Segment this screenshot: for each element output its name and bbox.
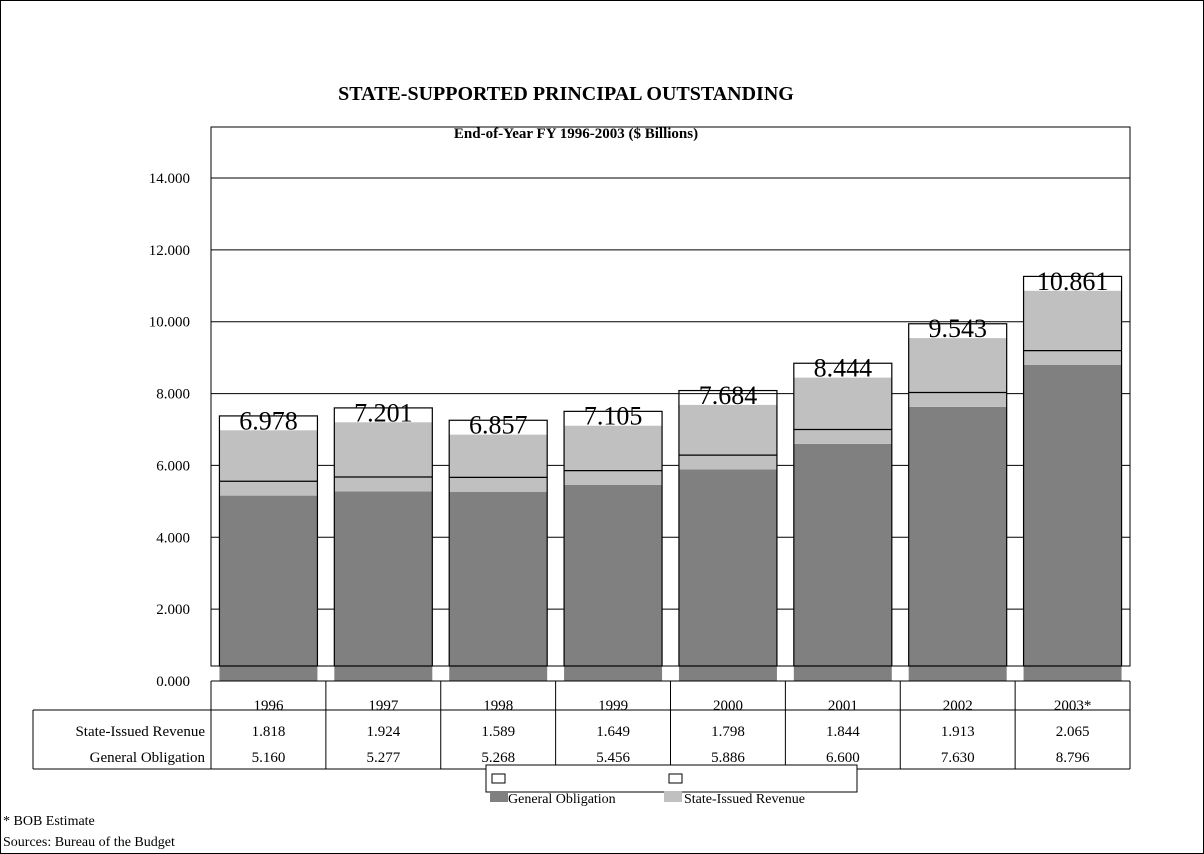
bars [218, 275, 1123, 681]
y-tick-label: 0.000 [156, 674, 190, 690]
bar-state-issued-revenue [219, 430, 318, 496]
bar-general-obligation [449, 491, 548, 681]
bar-general-obligation [219, 495, 318, 681]
bar-general-obligation [334, 491, 433, 681]
total-value-label: 9.543 [928, 314, 987, 343]
bar-state-issued-revenue [678, 404, 777, 470]
table-cell: 5.268 [481, 750, 515, 766]
bar-outline [333, 407, 433, 667]
total-value-label: 7.684 [699, 381, 758, 410]
bar-outline [218, 415, 319, 667]
total-labels: 6.978 7.201 6.857 7.105 7.684 8.444 9.543 10.86… [239, 267, 1108, 440]
bar-outline [678, 389, 778, 667]
y-tick-label: 8.000 [156, 387, 190, 403]
chart-title: STATE-SUPPORTED PRINCIPAL OUTSTANDING [338, 83, 794, 105]
bar-general-obligation [793, 443, 892, 681]
legend-marker-empty [668, 773, 683, 784]
y-tick-label: 10.000 [149, 315, 190, 331]
total-value-label: 6.978 [239, 406, 298, 435]
table-row-label: State-Issued Revenue [75, 724, 205, 740]
table-cell: 6.600 [826, 750, 860, 766]
legend: General Obligation State-Issued Revenue [485, 764, 858, 807]
bar-outline [448, 419, 548, 667]
x-category-label: 2002 [943, 698, 973, 714]
y-tick-label: 14.000 [149, 171, 190, 187]
legend-swatch-state-issued-revenue [664, 791, 682, 802]
footnote-estimate: * BOB Estimate [3, 814, 95, 829]
bar-outline [908, 323, 1008, 667]
x-category-label: 2000 [713, 698, 743, 714]
table-cell: 1.589 [481, 724, 515, 740]
bar-outline [1022, 275, 1123, 667]
table-cell: 1.649 [596, 724, 630, 740]
table-cell: 1.798 [711, 724, 745, 740]
table-row-label: General Obligation [90, 750, 206, 766]
total-value-label: 7.201 [354, 398, 413, 427]
table-cell: 1.924 [366, 724, 400, 740]
legend-swatch-general-obligation [490, 791, 508, 802]
table-cell: 7.630 [941, 750, 975, 766]
table-cell: 5.277 [366, 750, 400, 766]
table-cell: 1.844 [826, 724, 860, 740]
bar-outline [563, 410, 663, 667]
y-axis-labels: 0.000 2.000 4.000 6.000 8.000 10.000 12.000 14.… [149, 171, 190, 690]
bar-general-obligation [678, 469, 777, 681]
legend-label-state-issued-revenue: State-Issued Revenue [684, 792, 805, 807]
bar-state-issued-revenue [793, 377, 892, 444]
plot-area-border [210, 126, 1131, 667]
x-category-label: 2001 [828, 698, 858, 714]
bar-state-issued-revenue [334, 422, 433, 492]
y-tick-label: 4.000 [156, 530, 190, 546]
legend-label-general-obligation: General Obligation [508, 792, 616, 807]
bar-general-obligation [908, 406, 1007, 681]
x-category-label: 1999 [598, 698, 628, 714]
x-category-label: 1997 [368, 698, 399, 714]
total-value-label: 10.861 [1037, 267, 1109, 296]
bar-general-obligation [1023, 364, 1122, 681]
chart-subtitle: End-of-Year FY 1996-2003 ($ Billions) [454, 126, 698, 142]
table-cell: 8.796 [1056, 750, 1090, 766]
bar-state-issued-revenue [564, 425, 663, 485]
y-tick-label: 6.000 [156, 458, 190, 474]
y-tick-label: 2.000 [156, 602, 190, 618]
x-category-label: 2003* [1054, 698, 1092, 714]
table-cell: 5.160 [252, 750, 286, 766]
y-tick-label: 12.000 [149, 243, 190, 259]
bar-state-issued-revenue [1023, 290, 1122, 365]
table-cell: 1.818 [252, 724, 286, 740]
bar-state-issued-revenue [908, 338, 1007, 407]
x-category-label: 1998 [483, 698, 513, 714]
legend-marker-empty [491, 773, 506, 784]
table-cell: 5.886 [711, 750, 745, 766]
total-value-label: 7.105 [584, 402, 643, 431]
x-category-label: 1996 [253, 698, 284, 714]
bar-state-issued-revenue [449, 434, 548, 492]
table-cell: 1.913 [941, 724, 975, 740]
total-value-label: 8.444 [814, 354, 873, 383]
bar-outline [793, 362, 893, 667]
total-value-label: 6.857 [469, 411, 528, 440]
footnote-sources: Sources: Bureau of the Budget [3, 835, 175, 850]
table-cell: 5.456 [596, 750, 630, 766]
bar-general-obligation [564, 484, 663, 681]
table-cell: 2.065 [1056, 724, 1090, 740]
